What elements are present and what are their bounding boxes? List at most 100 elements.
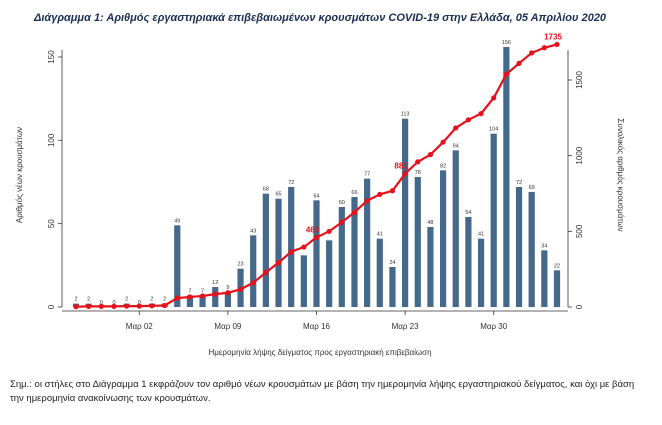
x-axis-title: Ημερομηνία λήψης δείγματος προς εργαστηρ… bbox=[208, 348, 431, 357]
cumulative-point bbox=[478, 110, 484, 117]
bar-value-label: 104 bbox=[489, 127, 498, 133]
cumulative-point bbox=[237, 286, 244, 292]
cumulative-point bbox=[389, 188, 396, 194]
cumulative-point bbox=[402, 171, 408, 177]
cumulative-point bbox=[98, 303, 104, 309]
cumulative-point bbox=[440, 139, 446, 145]
bar bbox=[364, 178, 371, 307]
y-axis-right-title: Συνολικός αριθμός κρουσμάτων bbox=[616, 118, 625, 231]
cumulative-point bbox=[377, 191, 383, 198]
y-axis-left-title: Αριθμός νέων κρουσμάτων bbox=[15, 127, 24, 223]
bar bbox=[174, 225, 181, 307]
cumulative-point bbox=[427, 152, 434, 158]
cumulative-point bbox=[212, 291, 218, 297]
bar-value-label: 2 bbox=[125, 297, 128, 303]
bar bbox=[452, 150, 459, 307]
y-left-tick-label: 0 bbox=[47, 304, 56, 309]
cumulative-point bbox=[541, 45, 547, 51]
bar bbox=[414, 177, 421, 307]
bar bbox=[515, 187, 523, 307]
bar bbox=[300, 255, 307, 307]
bar bbox=[326, 240, 333, 307]
bar-value-label: 41 bbox=[377, 232, 383, 238]
y-left-tick-label: 50 bbox=[47, 219, 56, 228]
bar-value-label: 94 bbox=[453, 143, 459, 149]
bar bbox=[313, 200, 320, 307]
bar bbox=[351, 197, 358, 307]
bar-value-label: 7 bbox=[201, 288, 204, 294]
bar-value-label: 23 bbox=[237, 262, 243, 268]
cumulative-point bbox=[503, 71, 509, 77]
bar-value-label: 72 bbox=[288, 180, 294, 186]
bar-value-label: 24 bbox=[389, 260, 395, 266]
bar-value-label: 77 bbox=[364, 172, 370, 178]
cumulative-point bbox=[554, 41, 560, 48]
bar bbox=[490, 133, 497, 307]
cumulative-point bbox=[301, 244, 307, 250]
cumulative-point bbox=[275, 260, 282, 266]
bar-value-label: 54 bbox=[465, 210, 471, 216]
cumulative-point bbox=[263, 269, 269, 276]
cumulative-point bbox=[73, 304, 79, 310]
bar bbox=[224, 292, 231, 307]
cumulative-point bbox=[491, 95, 497, 101]
cumulative-point bbox=[149, 303, 155, 309]
bar-value-label: 65 bbox=[275, 192, 281, 198]
bar-value-label: 49 bbox=[174, 218, 180, 224]
bar bbox=[376, 238, 383, 307]
bar bbox=[186, 295, 194, 307]
cumulative-point bbox=[326, 228, 332, 234]
cumulative-annotation: 881 bbox=[394, 162, 408, 171]
cumulative-point bbox=[111, 303, 117, 309]
y-right-tick-label: 1000 bbox=[575, 146, 584, 164]
cumulative-annotation: 1735 bbox=[544, 32, 562, 41]
bar-value-label: 0 bbox=[100, 300, 103, 306]
bar bbox=[212, 287, 219, 307]
cumulative-point bbox=[162, 302, 168, 309]
bar-value-label: 78 bbox=[415, 170, 421, 176]
chart: Διάγραμμα 1: Αριθμός εργαστηριακά επιβεβ… bbox=[15, 12, 625, 357]
cumulative-point bbox=[364, 198, 370, 204]
chart-title: Διάγραμμα 1: Αριθμός εργαστηριακά επιβεβ… bbox=[33, 12, 607, 24]
cumulative-point bbox=[136, 303, 142, 309]
footnote: Σημ.: οι στήλες στο Διάγραμμα 1 εκφράζου… bbox=[10, 379, 635, 404]
bar bbox=[477, 238, 485, 307]
bar bbox=[528, 192, 535, 307]
bar-value-label: 0 bbox=[138, 300, 141, 306]
cumulative-point bbox=[187, 294, 193, 300]
bar-value-label: 2 bbox=[150, 297, 153, 303]
cumulative-point bbox=[465, 117, 471, 123]
bar bbox=[199, 295, 206, 307]
bar-value-label: 7 bbox=[188, 288, 191, 294]
x-tick-label: Μαρ 09 bbox=[214, 322, 242, 331]
bar bbox=[275, 198, 282, 307]
y-left-tick-label: 150 bbox=[47, 50, 56, 64]
bar-value-label: 60 bbox=[339, 200, 345, 206]
bar-value-label: 68 bbox=[263, 187, 269, 193]
bar bbox=[389, 267, 396, 307]
bar bbox=[439, 170, 447, 307]
bar-value-label: 43 bbox=[250, 228, 256, 234]
bar bbox=[250, 235, 257, 307]
bar-value-label: 2 bbox=[163, 297, 166, 303]
cumulative-point bbox=[288, 249, 294, 255]
bar-value-label: 0 bbox=[112, 300, 115, 306]
x-tick-label: Μαρ 16 bbox=[303, 322, 331, 331]
cumulative-point bbox=[415, 159, 421, 165]
cumulative-point bbox=[453, 125, 459, 131]
cumulative-point bbox=[250, 280, 256, 286]
bar bbox=[427, 227, 434, 307]
cumulative-point bbox=[86, 303, 92, 309]
bar bbox=[541, 250, 548, 307]
y-right-tick-label: 1500 bbox=[575, 71, 584, 89]
x-tick-label: Μαρ 02 bbox=[126, 322, 154, 331]
bar-value-label: 82 bbox=[440, 163, 446, 169]
bar-value-label: 41 bbox=[478, 232, 484, 238]
x-tick-label: Μαρ 30 bbox=[480, 322, 508, 331]
bar-value-label: 66 bbox=[351, 190, 357, 196]
cumulative-point bbox=[199, 293, 206, 299]
bar bbox=[503, 47, 510, 307]
bar-value-label: 34 bbox=[541, 243, 547, 249]
bar-value-label: 72 bbox=[516, 180, 522, 186]
cumulative-point bbox=[351, 209, 358, 215]
